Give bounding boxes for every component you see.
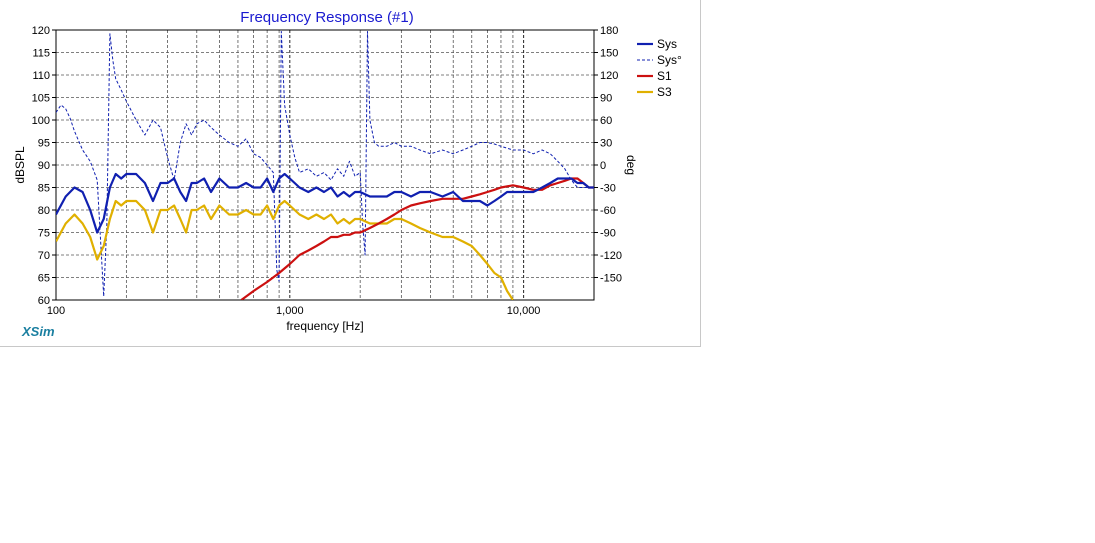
y-tick-label: 60 [38,295,50,307]
series-layer [56,31,594,300]
y-tick-label: 115 [32,48,50,60]
series-line-sys [56,172,594,234]
y2-tick-label: 60 [600,115,612,127]
xsim-logo: XSim [21,324,55,339]
series-line-s1 [240,177,594,300]
x-tick-label: 1,000 [276,305,304,317]
grid [56,30,594,300]
legend-label: S1 [657,69,672,83]
y-tick-label: 120 [32,25,50,37]
y2-tick-label: 90 [600,93,612,105]
y-tick-label: 75 [38,228,50,240]
x-axis-label: frequency [Hz] [286,319,363,333]
y-tick-label: 65 [38,273,50,285]
y-tick-label: 110 [32,70,50,82]
y2-tick-label: 150 [600,48,618,60]
legend: Sys Sys° S1 S3 [637,37,682,99]
y2-tick-label: -90 [600,228,616,240]
y2-tick-label: -120 [600,250,622,262]
y-tick-label: 80 [38,205,50,217]
legend-label: Sys [657,37,677,51]
y2-tick-label: -150 [600,273,622,285]
x-tick-label: 100 [47,305,65,317]
y2-tick-label: -30 [600,183,616,195]
y2-tick-label: 120 [600,70,618,82]
y-tick-label: 70 [38,250,50,262]
legend-label: Sys° [657,53,682,67]
series-line-sys [56,31,594,297]
frequency-response-chart: Frequency Response (#1) 60 65 70 75 80 85 90 95… [13,9,682,339]
y2-axis-label: deg [624,155,638,175]
y2-tick-label: -60 [600,205,616,217]
series-line-s3 [56,199,514,300]
y-tick-label: 95 [38,138,50,150]
y2-tick-label: 0 [600,160,606,172]
axis-ticks: 60 65 70 75 80 85 90 95 100 105 110 115 120 -150 -120 -… [32,25,622,317]
y-axis-label: dBSPL [13,146,27,184]
y-tick-label: 90 [38,160,50,172]
chart-panel: Frequency Response (#1) 60 65 70 75 80 85 90 95… [0,0,701,347]
chart-title: Frequency Response (#1) [240,9,413,26]
y-tick-label: 100 [32,115,50,127]
y-tick-label: 105 [32,93,50,105]
legend-label: S3 [657,85,672,99]
y-tick-label: 85 [38,183,50,195]
y2-tick-label: 30 [600,138,612,150]
x-tick-label: 10,000 [507,305,541,317]
y2-tick-label: 180 [600,25,618,37]
